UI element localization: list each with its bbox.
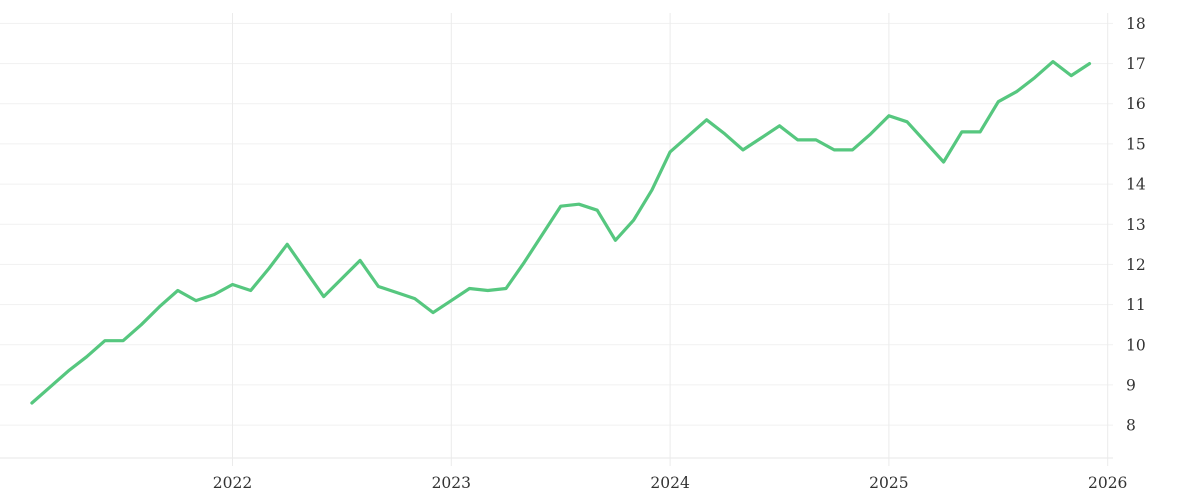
price-line [30, 59, 1092, 405]
y-tick-label: 9 [1126, 376, 1136, 394]
y-tick-label: 17 [1126, 55, 1146, 73]
x-tick-label: 2025 [869, 474, 908, 492]
y-tick-label: 13 [1126, 216, 1146, 234]
x-tick-label: 2024 [650, 474, 690, 492]
y-tick-label: 15 [1126, 135, 1146, 153]
y-tick-label: 12 [1126, 256, 1146, 274]
x-tick-label: 2026 [1088, 474, 1127, 492]
y-tick-label: 16 [1126, 95, 1146, 113]
y-tick-label: 8 [1126, 417, 1136, 435]
x-tick-label: 2023 [432, 474, 471, 492]
y-tick-label: 14 [1126, 176, 1146, 194]
x-tick-label: 2022 [213, 474, 252, 492]
y-tick-label: 11 [1126, 296, 1146, 314]
y-tick-label: 10 [1126, 336, 1146, 354]
y-tick-label: 18 [1126, 15, 1146, 33]
